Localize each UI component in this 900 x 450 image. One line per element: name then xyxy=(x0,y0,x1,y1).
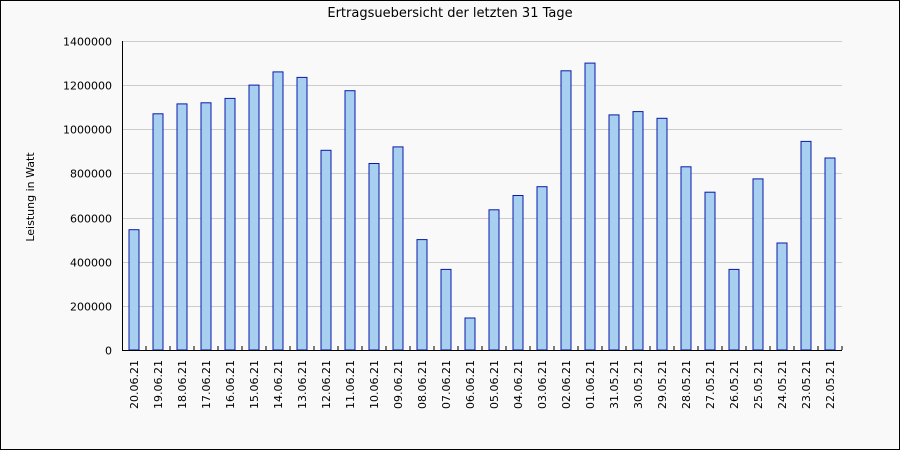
x-tick-label: 03.06.21 xyxy=(536,360,549,409)
grid-lines xyxy=(122,41,842,307)
bars xyxy=(128,62,836,351)
bar xyxy=(272,71,284,351)
y-axis-label: Leistung in Watt xyxy=(24,152,37,242)
x-tick-label: 30.05.21 xyxy=(632,360,645,409)
x-tick-label: 06.06.21 xyxy=(464,360,477,409)
x-tick-label: 10.06.21 xyxy=(368,360,381,409)
x-tick-label: 09.06.21 xyxy=(392,360,405,409)
bar xyxy=(464,317,476,351)
bar xyxy=(488,209,500,351)
bar xyxy=(680,166,692,351)
x-tick-label: 29.05.21 xyxy=(656,360,669,409)
bar xyxy=(824,157,836,351)
bar xyxy=(776,242,788,351)
bar xyxy=(416,239,428,351)
bar xyxy=(392,146,404,351)
axes xyxy=(122,41,843,351)
x-tick-label: 26.05.21 xyxy=(728,360,741,409)
bar xyxy=(368,163,380,351)
x-tick-label: 28.05.21 xyxy=(680,360,693,409)
x-tick-label: 23.05.21 xyxy=(800,360,813,409)
bar xyxy=(560,70,572,351)
x-tick-label: 24.05.21 xyxy=(776,360,789,409)
bar xyxy=(632,111,644,351)
y-tick-labels: 0 200000 400000 600000 800000 1000000 1200000 1… xyxy=(63,36,112,358)
chart-title: Ertragsuebersicht der letzten 31 Tage xyxy=(327,6,572,21)
x-tick-label: 14.06.21 xyxy=(272,360,285,409)
x-tick-label: 01.06.21 xyxy=(584,360,597,409)
x-tick-label: 20.06.21 xyxy=(128,360,141,409)
y-tick-label: 1200000 xyxy=(63,80,112,93)
y-tick-label: 200000 xyxy=(70,301,112,314)
y-tick-label: 400000 xyxy=(70,257,112,270)
bar xyxy=(512,195,524,351)
bar xyxy=(608,114,620,351)
x-tick-labels: 20.06.21 19.06.21 18.06.21 17.06.21 16.06.21… xyxy=(128,360,837,409)
x-tick-label: 27.05.21 xyxy=(704,360,717,409)
bar xyxy=(320,149,332,351)
x-tick-label: 05.06.21 xyxy=(488,360,501,409)
bar xyxy=(152,113,164,351)
bar xyxy=(536,186,548,351)
bar xyxy=(176,103,188,351)
x-tick-label: 16.06.21 xyxy=(224,360,237,409)
x-tick-label: 25.05.21 xyxy=(752,360,765,409)
bar xyxy=(128,229,140,351)
bar xyxy=(200,102,212,351)
bar xyxy=(704,191,716,351)
x-tick-label: 17.06.21 xyxy=(200,360,213,409)
x-tick-label: 07.06.21 xyxy=(440,360,453,409)
x-tick-label: 12.06.21 xyxy=(320,360,333,409)
x-tick-label: 04.06.21 xyxy=(512,360,525,409)
x-tick-label: 31.05.21 xyxy=(608,360,621,409)
bar xyxy=(752,178,764,351)
y-tick-label: 0 xyxy=(105,345,112,358)
y-tick-label: 600000 xyxy=(70,213,112,226)
x-tick-label: 02.06.21 xyxy=(560,360,573,409)
bar xyxy=(584,62,596,351)
bar xyxy=(656,117,668,351)
bar xyxy=(248,84,260,351)
x-tick-label: 11.06.21 xyxy=(344,360,357,409)
x-tick-label: 15.06.21 xyxy=(248,360,261,409)
x-tick-label: 19.06.21 xyxy=(152,360,165,409)
x-tick-label: 22.05.21 xyxy=(824,360,837,409)
bar xyxy=(440,268,452,351)
bar xyxy=(800,140,812,351)
bar xyxy=(728,268,740,351)
x-tick-label: 08.06.21 xyxy=(416,360,429,409)
x-tick-label: 13.06.21 xyxy=(296,360,309,409)
bar xyxy=(344,90,356,351)
y-tick-label: 800000 xyxy=(70,168,112,181)
y-tick-label: 1000000 xyxy=(63,124,112,137)
bar xyxy=(224,97,236,351)
x-tick-label: 18.06.21 xyxy=(176,360,189,409)
y-tick-label: 1400000 xyxy=(63,36,112,49)
bar xyxy=(296,76,308,351)
